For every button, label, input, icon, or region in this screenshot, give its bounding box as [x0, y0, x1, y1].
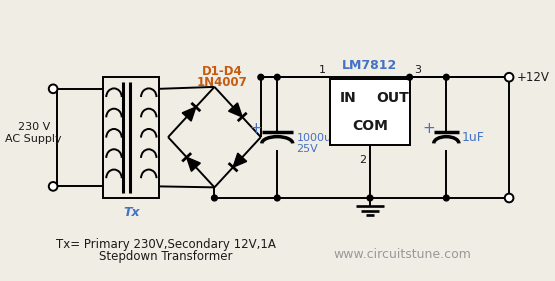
Text: +12V: +12V [517, 71, 549, 84]
Text: 230 V
AC Supply: 230 V AC Supply [6, 122, 62, 144]
Text: 1uF: 1uF [462, 131, 485, 144]
Text: Tx= Primary 230V,Secondary 12V,1A: Tx= Primary 230V,Secondary 12V,1A [56, 238, 276, 251]
Text: 25V: 25V [296, 144, 319, 154]
Text: Tx: Tx [123, 206, 140, 219]
Circle shape [258, 74, 264, 80]
Circle shape [504, 194, 513, 202]
Text: 1N4007: 1N4007 [197, 76, 248, 89]
Circle shape [504, 73, 513, 81]
Bar [330, 79, 410, 145]
Circle shape [274, 195, 280, 201]
Polygon shape [229, 103, 242, 117]
Text: IN: IN [340, 92, 356, 105]
Circle shape [49, 85, 58, 93]
Circle shape [49, 182, 58, 191]
Text: +: + [250, 121, 263, 136]
Polygon shape [182, 107, 196, 121]
Circle shape [443, 74, 449, 80]
Text: OUT: OUT [376, 92, 408, 105]
Text: +: + [422, 121, 435, 136]
Circle shape [443, 195, 449, 201]
Circle shape [274, 74, 280, 80]
Bar [103, 77, 159, 198]
Text: D1-D4: D1-D4 [202, 65, 243, 78]
Circle shape [367, 195, 373, 201]
Text: 3: 3 [415, 65, 421, 76]
Text: 1: 1 [319, 65, 326, 76]
Text: www.circuitstune.com: www.circuitstune.com [334, 248, 472, 260]
Text: 1000uF: 1000uF [296, 133, 338, 142]
Circle shape [211, 195, 218, 201]
Polygon shape [186, 157, 200, 171]
Circle shape [407, 74, 412, 80]
Text: 2: 2 [359, 155, 366, 164]
Text: Stepdown Transformer: Stepdown Transformer [99, 250, 233, 263]
Text: COM: COM [352, 119, 388, 133]
Text: LM7812: LM7812 [342, 59, 397, 72]
Polygon shape [233, 153, 247, 167]
